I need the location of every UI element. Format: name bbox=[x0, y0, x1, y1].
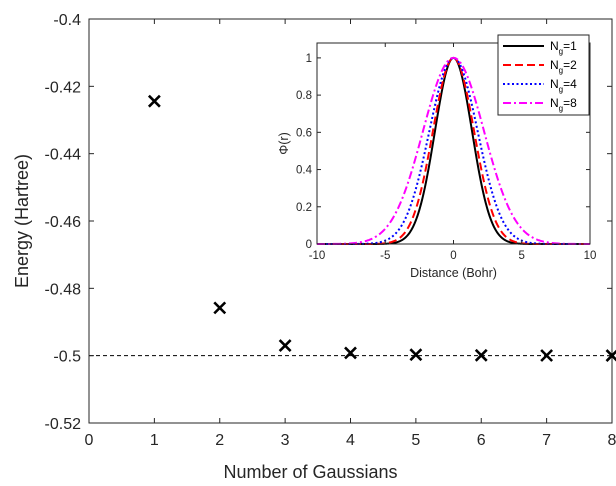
main-y-tick-label: -0.4 bbox=[53, 12, 81, 29]
main-y-axis-label: Energy (Hartree) bbox=[12, 154, 32, 288]
inset-x-tick-label: 5 bbox=[519, 250, 525, 262]
data-point-marker bbox=[147, 94, 161, 108]
main-y-tick-label: -0.52 bbox=[45, 416, 82, 433]
inset-x-tick-label: -5 bbox=[380, 250, 390, 262]
inset-x-tick-label: 10 bbox=[584, 250, 597, 262]
main-x-tick-label: 4 bbox=[346, 432, 355, 449]
inset-plot: -10 -5 0 5 10 0 0.2 0.4 0.6 0.8 1 Distance (Bohr)… bbox=[277, 34, 597, 280]
inset-y-axis: 0 0.2 0.4 0.6 0.8 1 bbox=[296, 53, 590, 251]
main-y-tick-label: -0.48 bbox=[45, 281, 82, 298]
inset-y-tick-label: 0.2 bbox=[296, 202, 312, 214]
inset-y-tick-label: 0.6 bbox=[296, 127, 312, 139]
data-point-marker bbox=[344, 346, 357, 360]
data-point-marker bbox=[409, 348, 423, 362]
data-point-marker bbox=[474, 348, 488, 362]
inset-legend: Ng=1 Ng=2 Ng=4 Ng=8 bbox=[497, 34, 590, 116]
main-y-axis: -0.52 -0.5 -0.48 -0.46 -0.44 -0.42 -0.4 bbox=[45, 12, 612, 433]
main-data-points bbox=[147, 94, 616, 363]
inset-x-tick-label: 0 bbox=[450, 250, 456, 262]
main-x-axis-label: Number of Gaussians bbox=[223, 462, 397, 482]
legend-entry-label: Ng=2 bbox=[550, 58, 577, 75]
legend-entry-label: Ng=8 bbox=[550, 96, 577, 113]
legend-entry-label: Ng=1 bbox=[550, 39, 577, 56]
data-point-marker bbox=[278, 339, 292, 352]
inset-x-tick-label: -10 bbox=[309, 250, 326, 262]
inset-x-axis-label: Distance (Bohr) bbox=[410, 266, 497, 280]
inset-x-axis: -10 -5 0 5 10 bbox=[309, 43, 597, 262]
main-x-tick-label: 0 bbox=[85, 432, 94, 449]
main-x-tick-label: 6 bbox=[477, 432, 486, 449]
main-y-tick-label: -0.46 bbox=[45, 214, 82, 231]
main-x-tick-label: 2 bbox=[215, 432, 224, 449]
main-x-tick-label: 7 bbox=[542, 432, 551, 449]
data-point-marker bbox=[540, 349, 554, 362]
series-line bbox=[317, 56, 590, 245]
inset-y-tick-label: 0.8 bbox=[296, 90, 312, 102]
inset-y-tick-label: 0 bbox=[306, 239, 312, 251]
main-y-tick-label: -0.44 bbox=[45, 147, 82, 164]
inset-y-tick-label: 1 bbox=[306, 53, 312, 65]
legend-entry-label: Ng=4 bbox=[550, 77, 577, 94]
main-x-tick-label: 1 bbox=[150, 432, 159, 449]
data-point-marker bbox=[213, 301, 227, 315]
main-y-tick-label: -0.42 bbox=[45, 79, 82, 96]
main-y-tick-label: -0.5 bbox=[53, 349, 81, 366]
main-x-tick-label: 8 bbox=[608, 432, 616, 449]
main-x-tick-label: 5 bbox=[411, 432, 420, 449]
inset-y-tick-label: 0.4 bbox=[296, 165, 313, 177]
main-x-axis: 0 1 2 3 4 5 6 7 8 bbox=[85, 19, 616, 449]
legend-box bbox=[497, 34, 590, 116]
inset-y-axis-label: Φ(r) bbox=[277, 132, 291, 154]
main-x-tick-label: 3 bbox=[281, 432, 290, 449]
